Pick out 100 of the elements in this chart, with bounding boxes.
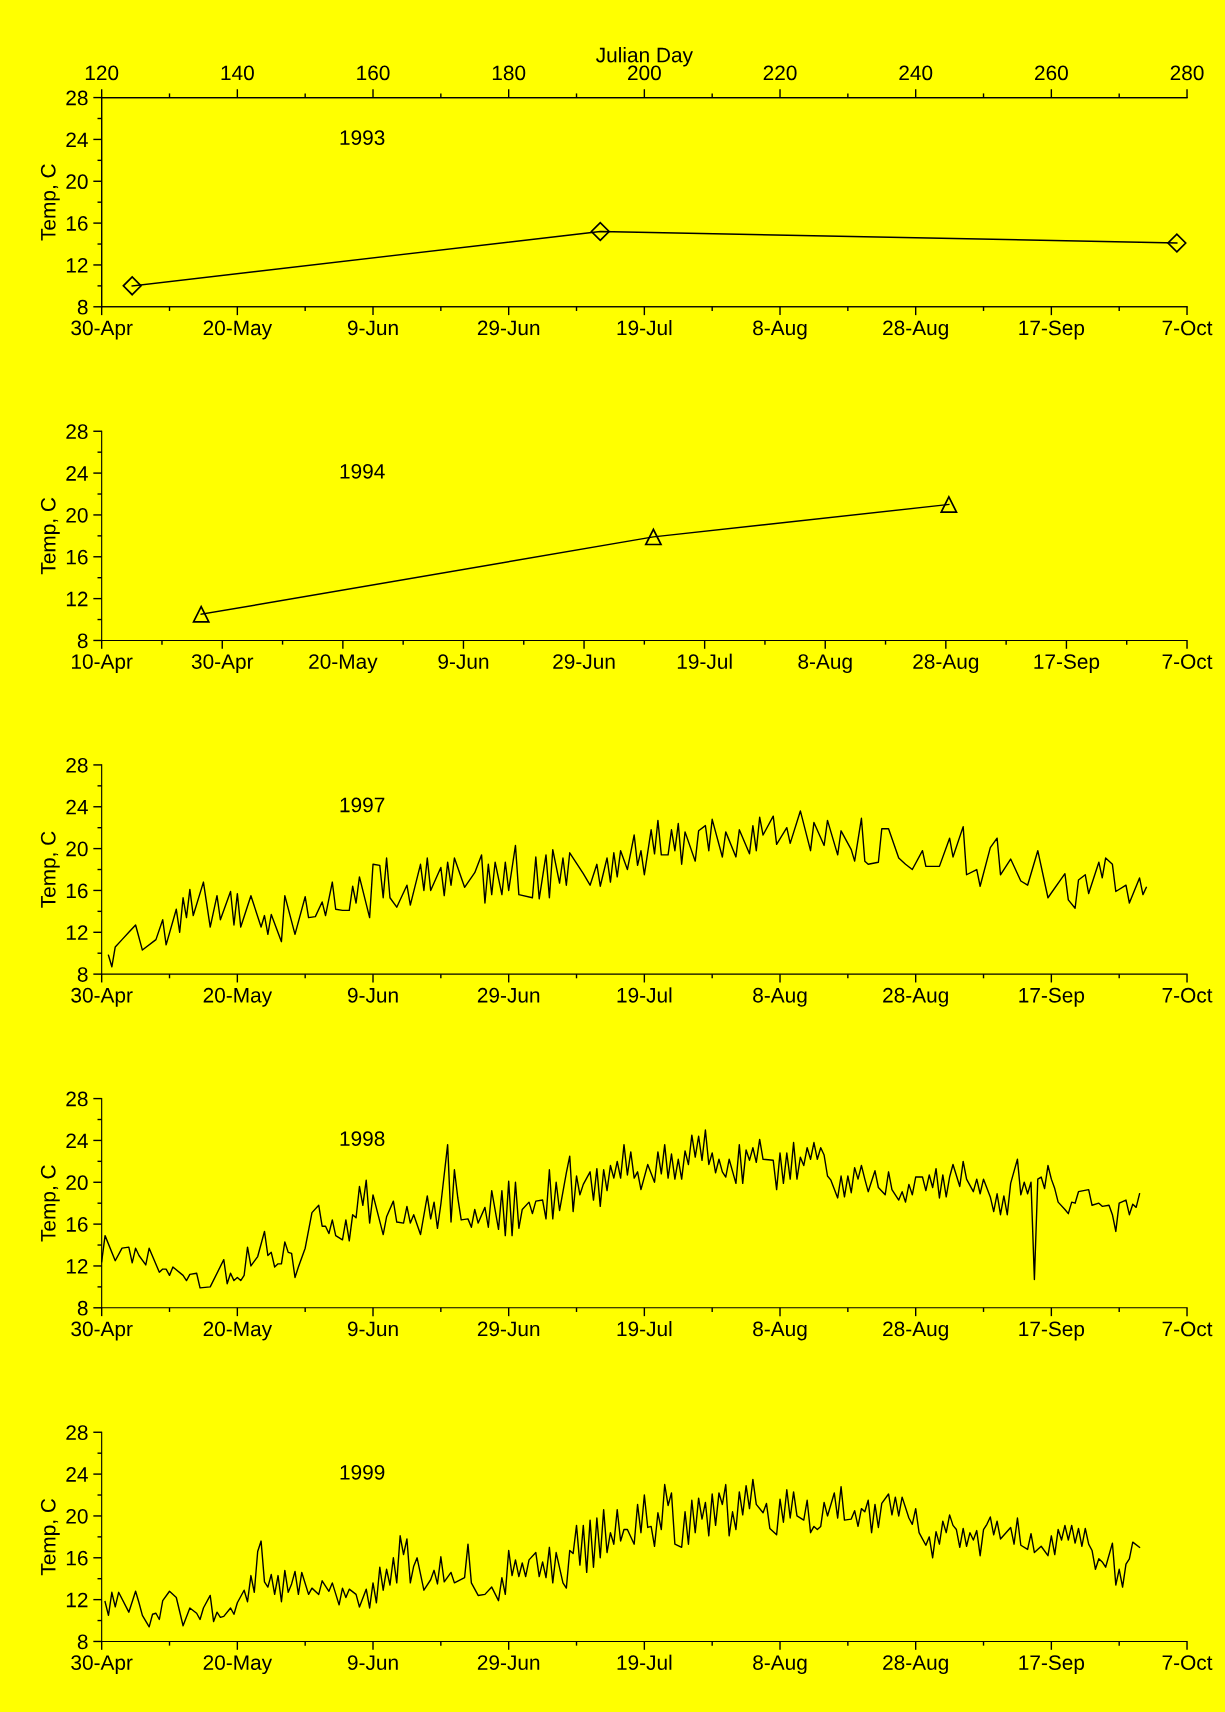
y-axis-title: Temp, C [40,1165,60,1242]
y-tick-label: 8 [77,633,88,649]
x-tick-label: 30-Apr [71,320,133,340]
x-tick-label: 8-Aug [753,1321,807,1341]
line-series [104,1478,1141,1628]
x-tick-label: 30-Apr [191,654,254,674]
x-tick-label: 28-Aug [883,1321,948,1341]
y-axis-title: Temp, C [40,831,60,908]
y-tick-label: 16 [66,549,88,565]
x-tick-label: 7-Oct [1162,654,1213,669]
x-tick-label: 20-May [203,1655,273,1675]
point [940,496,958,513]
y-tick-label: 28 [66,757,88,773]
y-tick-label: 12 [66,591,88,607]
x-tick-label: 8-Aug [753,1655,807,1675]
x-tick-label: 20-May [309,654,378,674]
x-tick-label: 7-Oct [1162,987,1213,1003]
x-tick-label: 19-Jul [677,653,732,669]
text: 1999 [340,1464,385,1480]
x2-tick-label: 140 [221,65,254,81]
y-tick-label: 24 [66,1467,88,1482]
x-tick-label: 9-Jun [347,320,398,336]
y-tick-label: 24 [66,799,88,815]
x-tick-label: 19-Jul [617,319,672,336]
y-axis-title: Temp, C [40,497,60,575]
y-tick-label: 20 [66,841,88,857]
text: 1993 [340,130,385,146]
x-tick-label: 29-Jun [477,1321,540,1337]
x2-tick-label: 160 [357,65,390,81]
x2-tick-label: 260 [1035,65,1068,81]
x-tick-label: 7-Oct [1162,1655,1213,1670]
x-tick-label: 29-Jun [553,654,615,669]
y-tick-label: 28 [66,1091,88,1107]
point [1167,233,1187,253]
y-tick-label: 16 [66,1217,88,1232]
y-tick-label: 20 [66,507,88,523]
x2-tick-label: 240 [899,65,933,81]
x-tick-label: 28-Aug [883,987,948,1007]
x-tick-label: 8-Aug [753,987,807,1007]
x-tick-label: 20-May [203,987,273,1007]
y-tick-label: 28 [66,424,88,440]
x-tick-label: 10-Apr [72,654,133,674]
x-tick-label: 7-Oct [1162,320,1213,336]
y-tick-label: 8 [77,1300,88,1316]
x-tick-label: 30-Apr [71,1321,133,1341]
x-tick-label: 9-Jun [347,987,398,1003]
y-tick-label: 20 [66,1175,88,1191]
x-tick-label: 20-May [203,320,273,340]
text: 1994 [340,463,385,479]
y-tick-label: 20 [66,174,88,190]
x-tick-label: 9-Jun [347,1655,398,1670]
y-tick-label: 24 [66,132,88,147]
y-tick-label: 28 [66,90,88,106]
x-tick-label: 19-Jul [617,987,672,1003]
x2-tick-label: 120 [85,65,119,81]
x-tick-label: 9-Jun [438,654,489,669]
y-tick-label: 12 [66,1258,88,1274]
point [644,528,662,546]
y-tick-label: 20 [66,1508,88,1524]
y-tick-label: 28 [66,1425,88,1441]
x-tick-label: 17-Sep [1019,320,1085,340]
y-tick-label: 12 [66,1592,88,1608]
x-tick-label: 30-Apr [71,987,133,1007]
y-tick-label: 8 [77,967,88,982]
y-axis-title: Temp, C [40,1498,60,1576]
x-tick-label: 20-May [203,1321,273,1341]
x-tick-label: 29-Jun [477,987,540,1003]
y-tick-label: 12 [66,925,88,940]
x-tick-label: 29-Jun [477,320,540,336]
text: 1997 [340,797,385,813]
x-tick-label: 19-Jul [617,1320,672,1337]
y-axis-title: Temp, C [40,164,60,241]
x-tick-label: 17-Sep [1019,1655,1085,1675]
y-tick-label: 8 [77,299,88,315]
x-tick-label: 28-Aug [913,654,979,674]
x-tick-label: 7-Oct [1162,1321,1213,1337]
x-tick-label: 17-Sep [1019,987,1085,1007]
y-tick-label: 16 [66,216,88,231]
y-tick-label: 8 [77,1634,88,1650]
x-tick-label: 28-Aug [883,320,948,340]
y-tick-label: 24 [66,466,88,481]
x-tick-label: 30-Apr [71,1655,133,1675]
y-tick-label: 12 [66,257,88,273]
x-tick-label: 29-Jun [477,1655,540,1670]
y-tick-label: 16 [66,883,88,899]
text: 1998 [340,1131,385,1147]
x2-tick-label: 280 [1170,65,1204,81]
x-tick-label: 8-Aug [798,654,852,674]
point [122,276,142,296]
x2-tick-label: 220 [763,65,797,81]
x-tick-label: 19-Jul [617,1654,672,1670]
x-tick-label: 17-Sep [1019,1321,1085,1341]
x-tick-label: 9-Jun [347,1321,398,1337]
x-tick-label: 8-Aug [753,320,807,340]
x-tick-label: 17-Sep [1034,654,1100,674]
point [192,605,210,623]
x2-tick-label: 200 [628,65,661,81]
x-tick-label: 28-Aug [883,1655,948,1675]
x2-tick-label: 180 [492,65,526,81]
y-tick-label: 24 [66,1133,88,1148]
